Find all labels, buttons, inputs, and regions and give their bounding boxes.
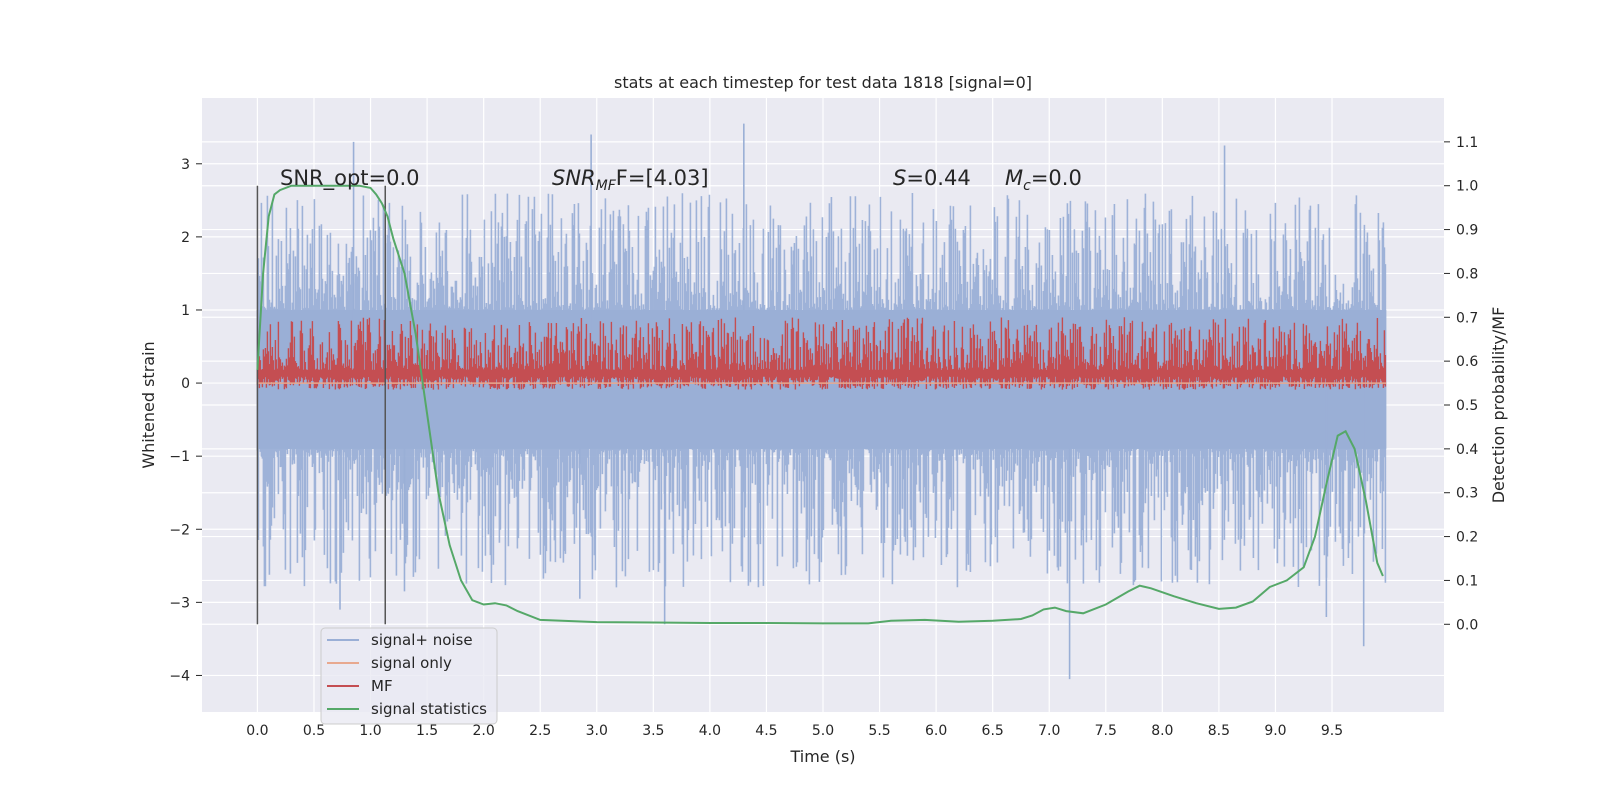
- x-tick-label: 5.0: [812, 723, 834, 739]
- x-tick-label: 6.5: [982, 723, 1004, 739]
- signal-statistics-line: [256, 184, 1384, 625]
- x-tick-label: 3.5: [642, 723, 664, 739]
- x-tick-labels: 0.0 0.5 1.0 1.5 2.0 2.5 3.0 3.5 4.0 4.5 5.0 5.5 6.0 6…: [246, 723, 1343, 739]
- snr-mf-subscript: MF: [596, 178, 617, 194]
- y-axis-label: Whitened strain: [139, 341, 158, 468]
- y2-axis-label: Detection probability/MF: [1489, 307, 1508, 504]
- x-tick-label: 4.0: [699, 723, 721, 739]
- y-tick-label: −3: [169, 595, 190, 611]
- y2-tick-label: 1.0: [1456, 179, 1478, 195]
- snr-mf-rest: F=[4.03]: [616, 166, 709, 190]
- chart-title: stats at each timestep for test data 181…: [614, 73, 1032, 92]
- x-tick-label: 6.0: [925, 723, 947, 739]
- x-tick-label: 4.5: [755, 723, 777, 739]
- y-tick-label: 2: [181, 230, 190, 246]
- x-tick-label: 8.5: [1208, 723, 1230, 739]
- y-tick-label: 1: [181, 303, 190, 319]
- y2-tick-label: 0.1: [1456, 573, 1478, 589]
- legend-label-mf: MF: [371, 677, 393, 695]
- x-tick-label: 7.5: [1095, 723, 1117, 739]
- annotation-mc: Mc=0.0: [1005, 166, 1082, 194]
- mc-subscript: c: [1023, 178, 1031, 194]
- y-tick-label: −2: [169, 522, 190, 538]
- x-tick-label: 2.0: [473, 723, 495, 739]
- y2-tick-label: 0.2: [1456, 530, 1478, 546]
- y2-tick-label: 0.6: [1456, 354, 1478, 370]
- y-tick-label: 3: [181, 157, 190, 173]
- annotation-snr-opt: SNR_opt=0.0: [280, 166, 420, 191]
- y-tick-labels: 3 2 1 0 −1 −2 −3 −4: [169, 157, 202, 684]
- legend: signal+ noise signal only MF signal stat…: [320, 627, 498, 725]
- mc-symbol: M: [1005, 166, 1023, 190]
- x-tick-label: 3.0: [586, 723, 608, 739]
- x-tick-label: 7.0: [1038, 723, 1060, 739]
- annotation-s: S=0.44: [893, 166, 971, 190]
- x-tick-label: 1.5: [416, 723, 438, 739]
- x-tick-label: 0.0: [246, 723, 268, 739]
- legend-label-signal-statistics: signal statistics: [371, 700, 487, 718]
- annotation-snr-mf: SNRMFF=[4.03]: [552, 166, 709, 194]
- y2-tick-label: 0.7: [1456, 310, 1478, 326]
- y2-tick-label: 0.9: [1456, 223, 1478, 239]
- snr-mf-base: SNR: [552, 166, 596, 190]
- x-tick-label: 1.0: [359, 723, 381, 739]
- y2-tick-label: 0.3: [1456, 486, 1478, 502]
- signal-statistics-series: [256, 184, 1384, 625]
- y-tick-label: −1: [169, 449, 190, 465]
- vertical-markers: [256, 185, 386, 625]
- y2-tick-label: 0.0: [1456, 617, 1478, 633]
- y2-tick-label: 0.5: [1456, 398, 1478, 414]
- y2-tick-label: 1.1: [1456, 135, 1478, 151]
- y-tick-label: 0: [181, 376, 190, 392]
- x-tick-label: 9.5: [1321, 723, 1343, 739]
- y2-tick-label: 0.4: [1456, 442, 1478, 458]
- x-tick-label: 0.5: [303, 723, 325, 739]
- y2-tick-label: 0.8: [1456, 266, 1478, 282]
- x-tick-label: 9.0: [1264, 723, 1286, 739]
- y2-tick-labels: 1.1 1.0 0.9 0.8 0.7 0.6 0.5 0.4 0.3 0.2 0.1 0.0: [1444, 135, 1478, 633]
- x-tick-label: 2.5: [529, 723, 551, 739]
- s-symbol: S: [893, 166, 906, 190]
- mc-value: =0.0: [1031, 166, 1082, 190]
- legend-label-signal-only: signal only: [371, 654, 452, 672]
- y-tick-label: −4: [169, 668, 190, 684]
- legend-box: [320, 627, 498, 725]
- s-value: =0.44: [906, 166, 970, 190]
- legend-label-signal-noise: signal+ noise: [371, 631, 473, 649]
- x-tick-label: 5.5: [868, 723, 890, 739]
- x-axis-label: Time (s): [789, 747, 855, 766]
- x-tick-label: 8.0: [1151, 723, 1173, 739]
